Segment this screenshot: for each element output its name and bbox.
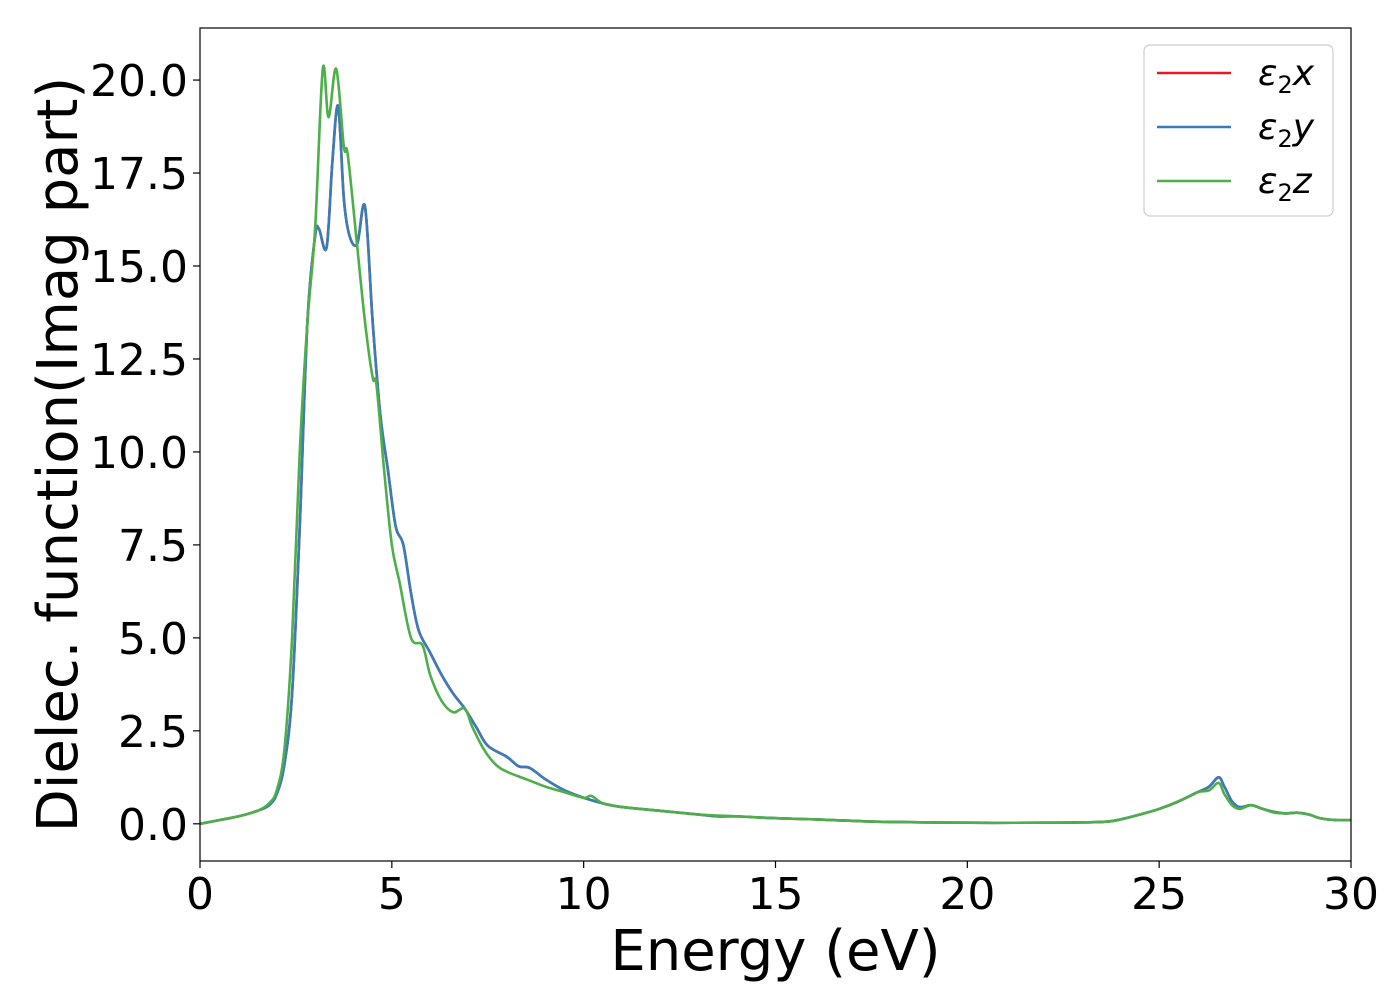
- x-tick-label: 5: [378, 869, 406, 920]
- y-tick-label: 17.5: [90, 149, 188, 200]
- legend: ε2x ε2y ε2z: [1143, 44, 1334, 217]
- legend-label: ε2y: [1258, 107, 1315, 153]
- y-axis-label: Dielec. function(Imag part): [26, 77, 91, 833]
- axes-frame: [199, 27, 1352, 862]
- series-line-y: [200, 104, 1351, 826]
- y-axis-ticks: 0.0 2.5 5.0 7.5 10.0 12.5 15.0 17.5 20.0: [90, 56, 200, 851]
- y-tick-label: 7.5: [118, 521, 188, 572]
- x-axis-ticks: 0 5 10 15 20 25 30: [186, 861, 1379, 920]
- legend-item-z: ε2z: [1157, 161, 1313, 207]
- legend-box: [1143, 44, 1334, 217]
- x-tick-label: 10: [556, 869, 612, 920]
- series-line-z: [200, 64, 1351, 826]
- x-tick-label: 15: [748, 869, 804, 920]
- legend-item-x: ε2x: [1157, 53, 1315, 99]
- y-tick-label: 20.0: [90, 56, 188, 107]
- x-axis-label: Energy (eV): [610, 919, 940, 984]
- legend-item-y: ε2y: [1157, 107, 1315, 153]
- x-tick-label: 0: [186, 869, 214, 920]
- x-tick-label: 25: [1131, 869, 1187, 920]
- plot-area: [200, 64, 1351, 826]
- y-tick-label: 15.0: [90, 242, 188, 293]
- legend-label: ε2z: [1258, 161, 1313, 207]
- y-tick-label: 5.0: [118, 614, 188, 665]
- y-tick-label: 12.5: [90, 335, 188, 386]
- x-tick-label: 20: [939, 869, 995, 920]
- legend-label: ε2x: [1258, 53, 1315, 99]
- x-tick-label: 30: [1323, 869, 1379, 920]
- y-tick-label: 2.5: [118, 707, 188, 758]
- y-tick-label: 10.0: [90, 428, 188, 479]
- y-tick-label: 0.0: [118, 800, 188, 851]
